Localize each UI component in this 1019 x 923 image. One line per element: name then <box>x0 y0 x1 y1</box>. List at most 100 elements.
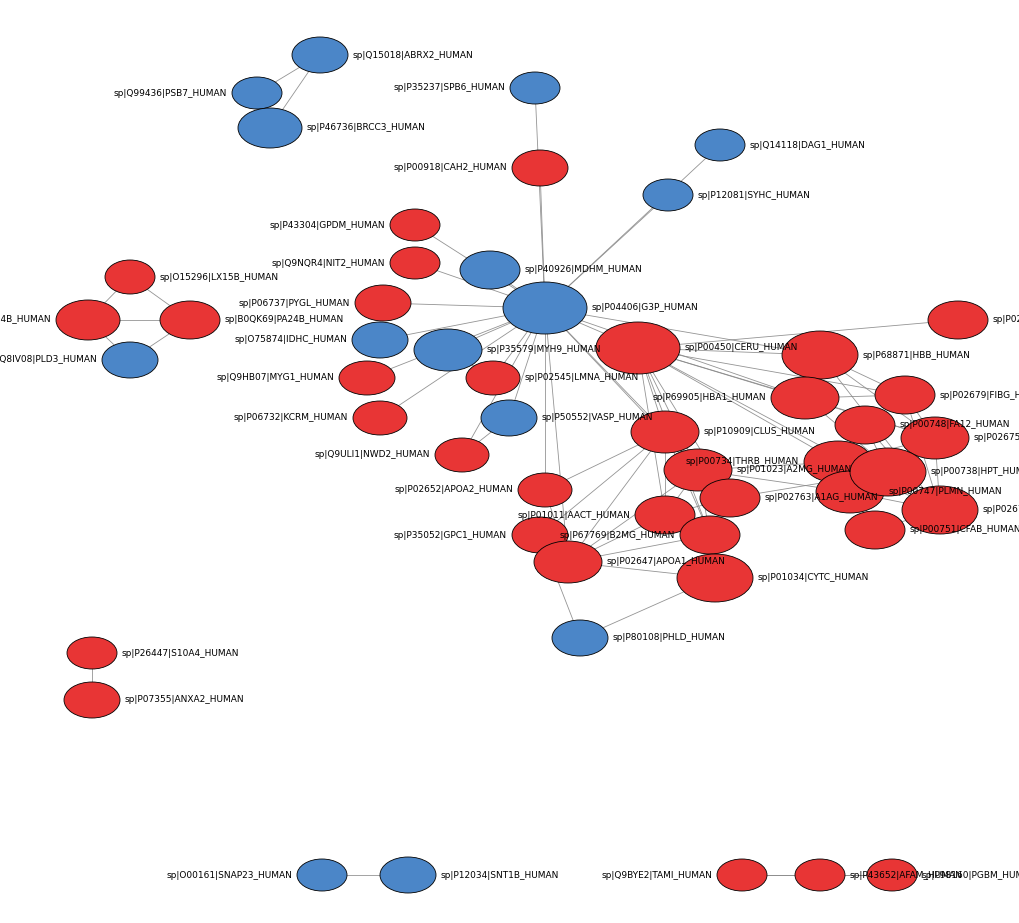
Text: sp|P02652|APOA2_HUMAN: sp|P02652|APOA2_HUMAN <box>394 485 513 495</box>
Text: sp|P00734|THRB_HUMAN: sp|P00734|THRB_HUMAN <box>685 458 798 466</box>
Text: sp|P68871|HBB_HUMAN: sp|P68871|HBB_HUMAN <box>862 351 970 359</box>
Ellipse shape <box>534 541 601 583</box>
Ellipse shape <box>102 342 158 378</box>
Text: sp|P50552|VASP_HUMAN: sp|P50552|VASP_HUMAN <box>541 414 653 423</box>
Ellipse shape <box>414 329 482 371</box>
Ellipse shape <box>677 554 752 602</box>
Text: sp|O75874|IDHC_HUMAN: sp|O75874|IDHC_HUMAN <box>234 335 346 344</box>
Ellipse shape <box>635 496 694 534</box>
Ellipse shape <box>160 301 220 339</box>
Ellipse shape <box>694 129 744 161</box>
Text: sp|Q9BYE2|TAMI_HUMAN: sp|Q9BYE2|TAMI_HUMAN <box>600 870 711 880</box>
Ellipse shape <box>663 449 732 491</box>
Text: sp|P07355|ANXA2_HUMAN: sp|P07355|ANXA2_HUMAN <box>125 696 245 704</box>
Ellipse shape <box>835 406 894 444</box>
Text: sp|P98160|PGBM_HUMAN: sp|P98160|PGBM_HUMAN <box>921 870 1019 880</box>
Text: sp|P00918|CAH2_HUMAN: sp|P00918|CAH2_HUMAN <box>393 163 506 173</box>
Text: sp|P01011|AACT_HUMAN: sp|P01011|AACT_HUMAN <box>517 510 630 520</box>
Ellipse shape <box>460 251 520 289</box>
Text: sp|Q9HB07|MYG1_HUMAN: sp|Q9HB07|MYG1_HUMAN <box>216 374 333 382</box>
Ellipse shape <box>595 322 680 374</box>
Text: sp|P00748|FA12_HUMAN: sp|P00748|FA12_HUMAN <box>899 421 1010 429</box>
Text: sp|P02675|FIBB_HUMAN: sp|P02675|FIBB_HUMAN <box>973 434 1019 442</box>
Text: sp|P02647|APOA1_HUMAN: sp|P02647|APOA1_HUMAN <box>606 557 726 567</box>
Text: sp|P40926|MDHM_HUMAN: sp|P40926|MDHM_HUMAN <box>525 266 642 274</box>
Ellipse shape <box>237 108 302 148</box>
Text: sp|Q99436|PSB7_HUMAN: sp|Q99436|PSB7_HUMAN <box>113 89 227 98</box>
Ellipse shape <box>631 411 698 453</box>
Ellipse shape <box>512 150 568 186</box>
Ellipse shape <box>502 282 586 334</box>
Ellipse shape <box>782 331 857 379</box>
Ellipse shape <box>466 361 520 395</box>
Text: sp|P02545|LMNA_HUMAN: sp|P02545|LMNA_HUMAN <box>525 374 639 382</box>
Ellipse shape <box>389 247 439 279</box>
Text: sp|P69905|HBA1_HUMAN: sp|P69905|HBA1_HUMAN <box>652 393 765 402</box>
Text: sp|P26447|S10A4_HUMAN: sp|P26447|S10A4_HUMAN <box>122 649 239 657</box>
Ellipse shape <box>67 637 117 669</box>
Ellipse shape <box>518 473 572 507</box>
Text: sp|P02679|FIBG_HUMAN: sp|P02679|FIBG_HUMAN <box>940 390 1019 400</box>
Text: sp|O15296|LX15B_HUMAN: sp|O15296|LX15B_HUMAN <box>160 272 279 282</box>
Ellipse shape <box>355 285 411 321</box>
Ellipse shape <box>64 682 120 718</box>
Ellipse shape <box>231 77 281 109</box>
Text: sp|P67769|B2MG_HUMAN: sp|P67769|B2MG_HUMAN <box>559 531 675 540</box>
Ellipse shape <box>716 859 766 891</box>
Text: sp|P00751|CFAB_HUMAN: sp|P00751|CFAB_HUMAN <box>909 525 1019 534</box>
Ellipse shape <box>900 417 968 459</box>
Ellipse shape <box>481 400 536 436</box>
Text: sp|B0QK69|PA24B_HUMAN: sp|B0QK69|PA24B_HUMAN <box>225 316 344 325</box>
Text: sp|P35052|GPC1_HUMAN: sp|P35052|GPC1_HUMAN <box>393 531 506 540</box>
Ellipse shape <box>353 401 407 435</box>
Text: sp|P80108|PHLD_HUMAN: sp|P80108|PHLD_HUMAN <box>612 633 726 642</box>
Text: sp|P12034|SNT1B_HUMAN: sp|P12034|SNT1B_HUMAN <box>440 870 558 880</box>
Text: sp|Q15018|ABRX2_HUMAN: sp|Q15018|ABRX2_HUMAN <box>353 51 473 59</box>
Text: sp|P35237|SPB6_HUMAN: sp|P35237|SPB6_HUMAN <box>393 83 504 92</box>
Text: sp|P00450|CERU_HUMAN: sp|P00450|CERU_HUMAN <box>685 343 798 353</box>
Ellipse shape <box>352 322 408 358</box>
Text: sp|Q14118|DAG1_HUMAN: sp|Q14118|DAG1_HUMAN <box>749 140 865 150</box>
Ellipse shape <box>105 260 155 294</box>
Text: sp|P02671|FIBA_HUMAN: sp|P02671|FIBA_HUMAN <box>982 506 1019 514</box>
Text: sp|O00161|SNAP23_HUMAN: sp|O00161|SNAP23_HUMAN <box>166 870 291 880</box>
Text: sp|Q8IV08|PLD3_HUMAN: sp|Q8IV08|PLD3_HUMAN <box>0 355 97 365</box>
Text: sp|P01034|CYTC_HUMAN: sp|P01034|CYTC_HUMAN <box>757 573 868 582</box>
Ellipse shape <box>844 511 904 549</box>
Ellipse shape <box>680 516 739 554</box>
Ellipse shape <box>794 859 844 891</box>
Ellipse shape <box>510 72 559 104</box>
Text: sp|P12081|SYHC_HUMAN: sp|P12081|SYHC_HUMAN <box>697 190 810 199</box>
Text: sp|P01023|A2MG_HUMAN: sp|P01023|A2MG_HUMAN <box>737 465 852 474</box>
Ellipse shape <box>291 37 347 73</box>
Ellipse shape <box>849 448 925 496</box>
Ellipse shape <box>699 479 759 517</box>
Text: sp|P06737|PYGL_HUMAN: sp|P06737|PYGL_HUMAN <box>238 298 350 307</box>
Text: sp|P43652|AFAM_HUMAN: sp|P43652|AFAM_HUMAN <box>849 870 962 880</box>
Text: sp|P02774|VTDB_HUMAN: sp|P02774|VTDB_HUMAN <box>993 316 1019 325</box>
Text: sp|Q9NQR4|NIT2_HUMAN: sp|Q9NQR4|NIT2_HUMAN <box>271 258 384 268</box>
Ellipse shape <box>866 859 916 891</box>
Ellipse shape <box>803 441 871 483</box>
Ellipse shape <box>815 471 883 513</box>
Ellipse shape <box>338 361 394 395</box>
Text: sp|P35579|MYH9_HUMAN: sp|P35579|MYH9_HUMAN <box>486 345 601 354</box>
Ellipse shape <box>512 517 568 553</box>
Text: sp|P02763|A1AG_HUMAN: sp|P02763|A1AG_HUMAN <box>764 494 877 502</box>
Text: sp|P06732|KCRM_HUMAN: sp|P06732|KCRM_HUMAN <box>233 414 347 423</box>
Text: sp|Q3MJ16|PA24B_HUMAN: sp|Q3MJ16|PA24B_HUMAN <box>0 316 51 325</box>
Ellipse shape <box>380 857 435 893</box>
Text: sp|P46736|BRCC3_HUMAN: sp|P46736|BRCC3_HUMAN <box>307 124 426 133</box>
Ellipse shape <box>770 377 839 419</box>
Text: sp|P43304|GPDM_HUMAN: sp|P43304|GPDM_HUMAN <box>269 221 384 230</box>
Text: sp|P00738|HPT_HUMAN: sp|P00738|HPT_HUMAN <box>930 468 1019 476</box>
Ellipse shape <box>901 486 977 534</box>
Ellipse shape <box>874 376 934 414</box>
Text: sp|P10909|CLUS_HUMAN: sp|P10909|CLUS_HUMAN <box>703 427 815 437</box>
Ellipse shape <box>551 620 607 656</box>
Ellipse shape <box>389 209 439 241</box>
Text: sp|P00747|PLMN_HUMAN: sp|P00747|PLMN_HUMAN <box>889 487 1002 497</box>
Ellipse shape <box>56 300 120 340</box>
Ellipse shape <box>927 301 987 339</box>
Ellipse shape <box>642 179 692 211</box>
